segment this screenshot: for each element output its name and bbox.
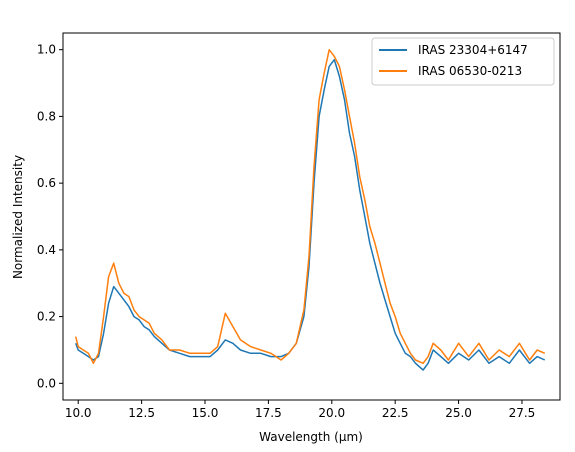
- legend-box: [371, 37, 555, 86]
- plot-area: [74, 48, 546, 371]
- y-tick-label: 0.2: [37, 310, 56, 324]
- x-tick-label: 27.5: [509, 406, 536, 420]
- legend: IRAS 23304+6147 IRAS 06530-0213: [371, 37, 555, 86]
- x-tick-label: 25.0: [445, 406, 472, 420]
- plot-frame: [62, 32, 561, 401]
- y-tick-label: 0.0: [37, 376, 56, 390]
- series-line-2: [74, 48, 546, 365]
- axes: 10.0 12.5 15.0 17.5 20.0 22.5 25.0 27.5 0.0 0.2 0.…: [37, 32, 561, 420]
- x-tick-label: 22.5: [382, 406, 409, 420]
- x-tick-label: 17.5: [255, 406, 282, 420]
- x-tick-label: 15.0: [192, 406, 219, 420]
- x-tick-label: 20.0: [318, 406, 345, 420]
- y-tick-label: 0.8: [37, 109, 56, 123]
- legend-label: IRAS 06530-0213: [418, 64, 522, 78]
- y-tick-label: 1.0: [37, 43, 56, 57]
- legend-label: IRAS 23304+6147: [418, 43, 528, 57]
- y-tick-label: 0.6: [37, 176, 56, 190]
- y-tick-label: 0.4: [37, 243, 56, 257]
- y-axis-label: Normalized Intensity: [11, 155, 25, 279]
- x-axis-label: Wavelength (μm): [259, 430, 363, 444]
- x-tick-label: 12.5: [128, 406, 155, 420]
- series-line-1: [74, 58, 546, 371]
- x-tick-label: 10.0: [65, 406, 92, 420]
